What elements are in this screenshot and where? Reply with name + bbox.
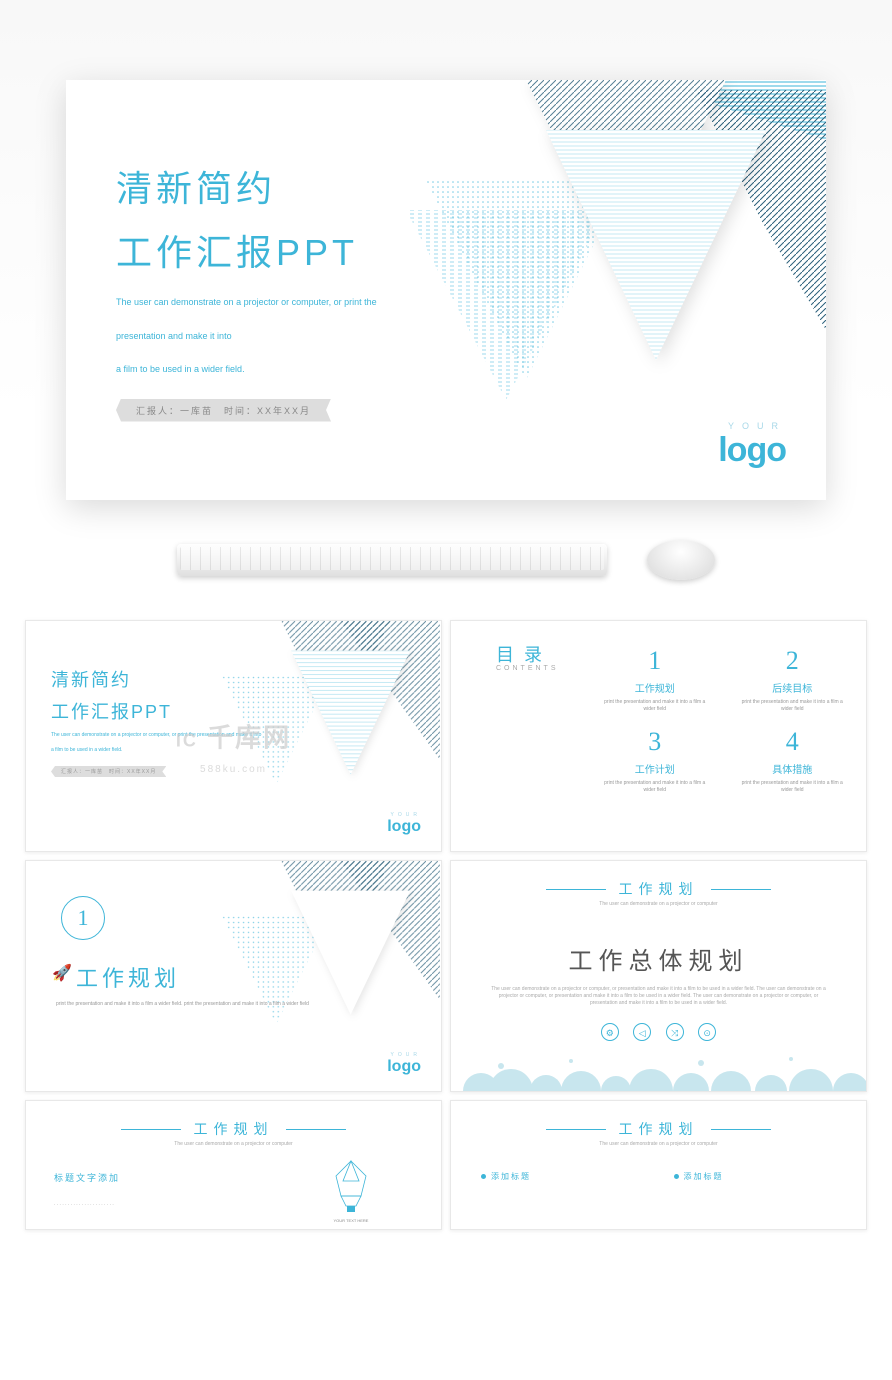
header-sub: The user can demonstrate on a projector … [26,1141,441,1147]
body-text: The user can demonstrate on a projector … [491,986,826,1007]
header-sub: The user can demonstrate on a projector … [451,1141,866,1147]
num: 4 [739,727,847,757]
watermark: IC 千库网 [176,718,291,755]
content-item-1: 1 工作规划 print the presentation and make i… [601,646,709,712]
desc-line2: presentation and make it into [116,330,377,344]
line-right [711,889,771,890]
desc: print the presentation and make it into … [601,780,709,793]
thumbnail-grid: 清新简约 工作汇报PPT The user can demonstrate on… [0,580,892,1230]
content-item-4: 4 具体措施 print the presentation and make i… [739,727,847,793]
slide-thumb-6[interactable]: 工作规划 The user can demonstrate on a proje… [450,1100,867,1230]
label: 后续目标 [739,680,847,695]
keyboard-icon [177,544,607,576]
slide-header: 工作规划 The user can demonstrate on a proje… [451,879,866,907]
slide-thumb-5[interactable]: 工作规划 The user can demonstrate on a proje… [25,1100,442,1230]
author-ribbon: 汇报人：一库苗 时间：XX年XX月 [116,399,331,422]
svg-text:YOUR TEXT HERE: YOUR TEXT HERE [334,1218,369,1223]
lightbulb-icon: YOUR TEXT HERE [321,1156,381,1230]
num: 1 [601,646,709,676]
num: 3 [601,727,709,757]
header-title: 工作规划 [619,1119,699,1139]
column-2: 添加标题 [674,1171,837,1188]
placeholder-text: . . . . . . . . . . . . . . . . . . . . … [54,1201,281,1209]
content-item-3: 3 工作计划 print the presentation and make i… [601,727,709,793]
mouse-icon [647,540,715,580]
logo-your: YOUR [718,421,786,431]
contents-grid: 1 工作规划 print the presentation and make i… [601,646,846,793]
line-left [546,889,606,890]
target-icon: ⊙ [698,1023,716,1041]
sub-heading: 标题文字添加 [54,1171,120,1184]
line-left [121,1129,181,1130]
section-number: 1 [61,896,105,940]
two-column: 添加标题 添加标题 [481,1171,836,1188]
title-line1: 清新简约 [51,666,261,692]
title-line2: 工作汇报PPT [116,224,377,276]
slide-thumb-1[interactable]: 清新简约 工作汇报PPT The user can demonstrate on… [25,620,442,852]
logo-text: logo [718,431,786,470]
logo-text: logo [387,1058,421,1076]
logo-area: YOUR logo [718,421,786,470]
desc-line1: The user can demonstrate on a projector … [116,296,377,310]
header-sub: The user can demonstrate on a projector … [451,901,866,907]
desc: print the presentation and make it into … [739,780,847,793]
col-heading: 添加标题 [674,1171,837,1182]
num: 2 [739,646,847,676]
contents-header: 目录 CONTENTS [496,641,559,672]
line-right [711,1129,771,1130]
icon-row: ⚙ ◁ ⤨ ⊙ [451,1023,866,1041]
desc-line3: a film to be used in a wider field. [116,363,377,377]
main-slide: 清新简约 工作汇报PPT The user can demonstrate on… [66,80,826,500]
rocket-icon: 🚀 [52,963,72,983]
label: 工作规划 [601,680,709,695]
slide-header: 工作规划 The user can demonstrate on a proje… [451,1119,866,1147]
label: 工作计划 [601,761,709,776]
logo-text: logo [387,818,421,836]
title-block: 清新简约 工作汇报PPT The user can demonstrate on… [116,160,377,422]
slide-header: 工作规划 The user can demonstrate on a proje… [26,1119,441,1147]
shuffle-icon: ⤨ [666,1023,684,1041]
logo: YOUR logo [387,812,421,836]
peripherals [0,540,892,580]
section-title: 工作规划 [76,961,180,993]
header-title: 工作规划 [619,879,699,899]
line-left [546,1129,606,1130]
contents-subtitle: CONTENTS [496,665,559,672]
dot-icon [481,1174,486,1179]
title-line1: 清新简约 [116,160,377,212]
content-item-2: 2 后续目标 print the presentation and make i… [739,646,847,712]
header-title: 工作规划 [194,1119,274,1139]
section-desc: print the presentation and make it into … [56,1001,309,1008]
desc: print the presentation and make it into … [601,699,709,712]
cloud-decoration [451,1051,867,1091]
watermark-url: 588ku.com [200,764,267,775]
ribbon: 汇报人：一库苗 时间：XX年XX月 [51,766,166,777]
slide-thumb-2[interactable]: 目录 CONTENTS 1 工作规划 print the presentatio… [450,620,867,852]
line-right [286,1129,346,1130]
col-heading: 添加标题 [481,1171,644,1182]
logo: YOUR logo [387,1052,421,1076]
dot-icon [674,1174,679,1179]
send-icon: ◁ [633,1023,651,1041]
column-1: 添加标题 [481,1171,644,1188]
desc: print the presentation and make it into … [739,699,847,712]
slide-thumb-4[interactable]: 工作规划 The user can demonstrate on a proje… [450,860,867,1092]
contents-title: 目录 [496,641,559,667]
big-heading: 工作总体规划 [451,941,866,976]
label: 具体措施 [739,761,847,776]
gear-icon: ⚙ [601,1023,619,1041]
slide-thumb-3[interactable]: 1 🚀 工作规划 print the presentation and make… [25,860,442,1092]
